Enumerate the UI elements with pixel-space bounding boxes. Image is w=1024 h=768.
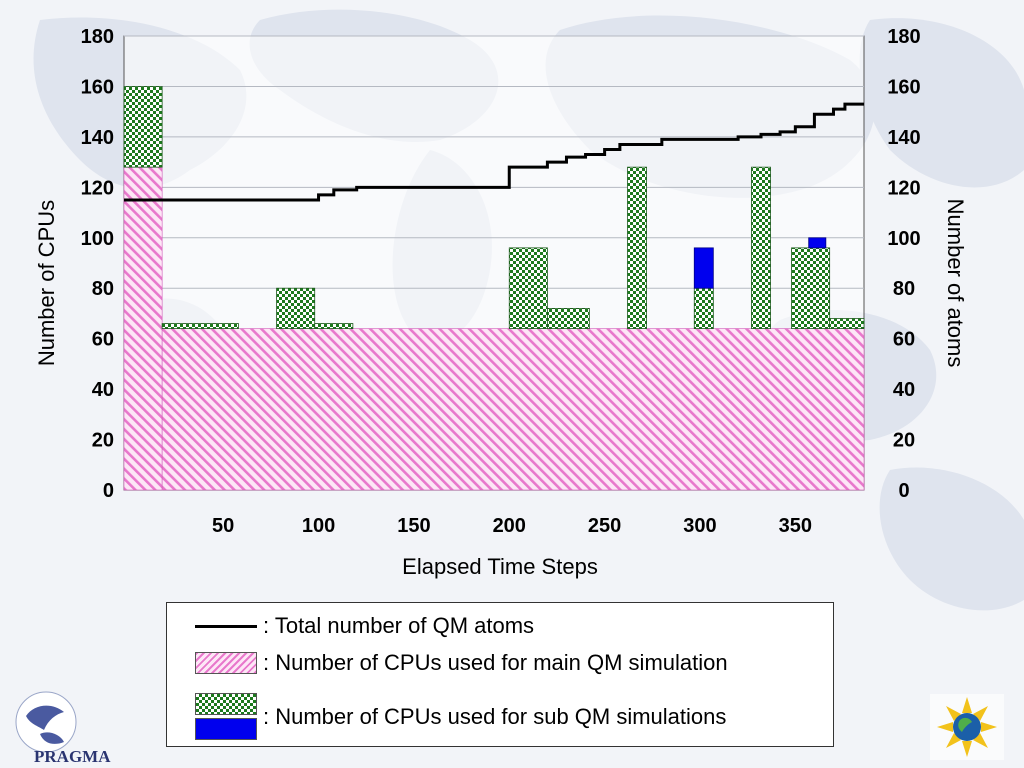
legend-label-atoms: : Total number of QM atoms bbox=[263, 613, 535, 638]
bar-sub-qm bbox=[627, 166, 647, 329]
bar-sub-qm bbox=[693, 287, 714, 329]
right-y-tick-label: 140 bbox=[887, 127, 920, 149]
x-tick-label: 50 bbox=[212, 515, 234, 537]
bars bbox=[123, 86, 865, 491]
legend-sub-extra-swatch bbox=[195, 718, 257, 740]
bar-sub-qm bbox=[161, 323, 239, 329]
right-y-tick-label: 0 bbox=[898, 480, 909, 502]
bar-sub-qm bbox=[314, 323, 354, 329]
legend-item-main: : Number of CPUs used for main QM simula… bbox=[195, 650, 728, 676]
left-y-tick-label: 140 bbox=[81, 127, 114, 149]
x-tick-label: 150 bbox=[397, 515, 430, 537]
legend-item-atoms: : Total number of QM atoms bbox=[195, 613, 534, 639]
right-y-tick-label: 20 bbox=[893, 430, 915, 452]
legend-label-main: : Number of CPUs used for main QM simula… bbox=[263, 650, 728, 675]
left-y-tick-label: 60 bbox=[92, 329, 114, 351]
right-axis-title: Number of atoms bbox=[943, 199, 968, 368]
right-y-ticks: 0 20 40 60 80 100 120 140 160 180 bbox=[887, 26, 920, 502]
legend-sub-swatches bbox=[195, 693, 257, 740]
atoms-line bbox=[124, 102, 864, 202]
x-tick-label: 300 bbox=[683, 515, 716, 537]
bar-sub-qm-extra bbox=[808, 237, 827, 249]
right-y-tick-label: 80 bbox=[893, 278, 915, 300]
legend-label-sub: : Number of CPUs used for sub QM simulat… bbox=[263, 703, 727, 729]
globe-sun-icon bbox=[930, 694, 1004, 760]
legend-main-swatch bbox=[195, 652, 257, 674]
atoms-line-layer bbox=[124, 102, 864, 202]
bar-sub-qm bbox=[791, 247, 831, 329]
legend-line-swatch bbox=[195, 624, 257, 628]
bar-sub-qm-extra bbox=[693, 247, 714, 289]
left-y-tick-label: 80 bbox=[92, 278, 114, 300]
pragma-logo: PRAGMA bbox=[15, 691, 111, 766]
x-axis-title: Elapsed Time Steps bbox=[402, 554, 598, 579]
x-tick-label: 200 bbox=[493, 515, 526, 537]
bar-sub-qm bbox=[276, 287, 316, 329]
left-axis-title: Number of CPUs bbox=[34, 200, 59, 366]
right-y-tick-label: 180 bbox=[887, 26, 920, 48]
right-y-tick-label: 160 bbox=[887, 76, 920, 98]
left-y-tick-label: 40 bbox=[92, 379, 114, 401]
bar-sub-qm bbox=[123, 86, 163, 168]
left-y-tick-label: 160 bbox=[81, 76, 114, 98]
left-y-ticks: 0 20 40 60 80 100 120 140 160 180 bbox=[81, 26, 114, 502]
right-y-tick-label: 60 bbox=[893, 329, 915, 351]
bar-sub-qm bbox=[829, 318, 865, 329]
pragma-logo-text: PRAGMA bbox=[34, 747, 111, 766]
left-y-tick-label: 100 bbox=[81, 228, 114, 250]
left-y-tick-label: 120 bbox=[81, 177, 114, 199]
legend-sub-swatch bbox=[195, 693, 257, 715]
left-y-tick-label: 180 bbox=[81, 26, 114, 48]
bar-sub-qm bbox=[547, 307, 590, 329]
right-y-tick-label: 40 bbox=[893, 379, 915, 401]
x-ticks: 50 100 150 200 250 300 350 bbox=[212, 515, 812, 537]
right-y-tick-label: 120 bbox=[887, 177, 920, 199]
bar-sub-qm bbox=[751, 166, 771, 329]
left-y-tick-label: 0 bbox=[103, 480, 114, 502]
right-y-tick-label: 100 bbox=[887, 228, 920, 250]
x-tick-label: 350 bbox=[779, 515, 812, 537]
bar-sub-qm bbox=[508, 247, 548, 329]
legend-item-sub: : Number of CPUs used for sub QM simulat… bbox=[195, 693, 726, 740]
bar-main-qm bbox=[123, 166, 163, 491]
legend: : Total number of QM atoms : Number of C… bbox=[166, 602, 834, 747]
x-tick-label: 250 bbox=[588, 515, 621, 537]
bar-main-qm bbox=[161, 328, 865, 491]
left-y-tick-label: 20 bbox=[92, 430, 114, 452]
x-tick-label: 100 bbox=[302, 515, 335, 537]
